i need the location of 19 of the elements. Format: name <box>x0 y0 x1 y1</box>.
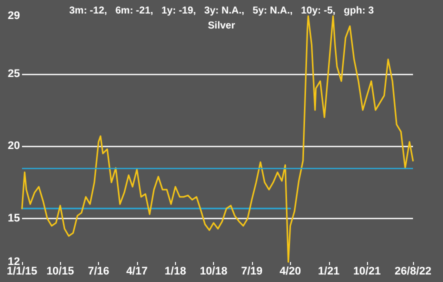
chart-title: Silver <box>208 20 236 32</box>
x-tick-label: 26/8/22 <box>394 266 432 278</box>
x-tick-label: 4/17 <box>126 266 148 278</box>
x-tick-label: 10/21 <box>353 266 381 278</box>
y-tick-label: 29 <box>8 10 20 22</box>
chart-subtitle: 3m: -12, 6m: -21, 1y: -19, 3y: N.A., 5y: N.A., 10y: -5, gph: 3 <box>69 6 374 16</box>
y-tick-label: 12 <box>8 256 20 268</box>
x-tick-label: 1/18 <box>164 266 186 278</box>
line-series <box>21 15 414 263</box>
y-tick-label: 15 <box>8 212 20 225</box>
x-tick-label: 7/16 <box>88 266 110 278</box>
x-tick-label: 7/19 <box>241 266 262 278</box>
x-tick-label: 10/18 <box>200 266 228 278</box>
x-tick-label: 4/20 <box>280 266 301 278</box>
x-tick-label: 1/1/15 <box>6 266 38 278</box>
x-tick-label: 10/15 <box>46 266 74 278</box>
y-tick-label: 25 <box>8 68 20 80</box>
y-tick-label: 20 <box>8 140 20 152</box>
x-tick-label: 1/21 <box>318 266 340 278</box>
